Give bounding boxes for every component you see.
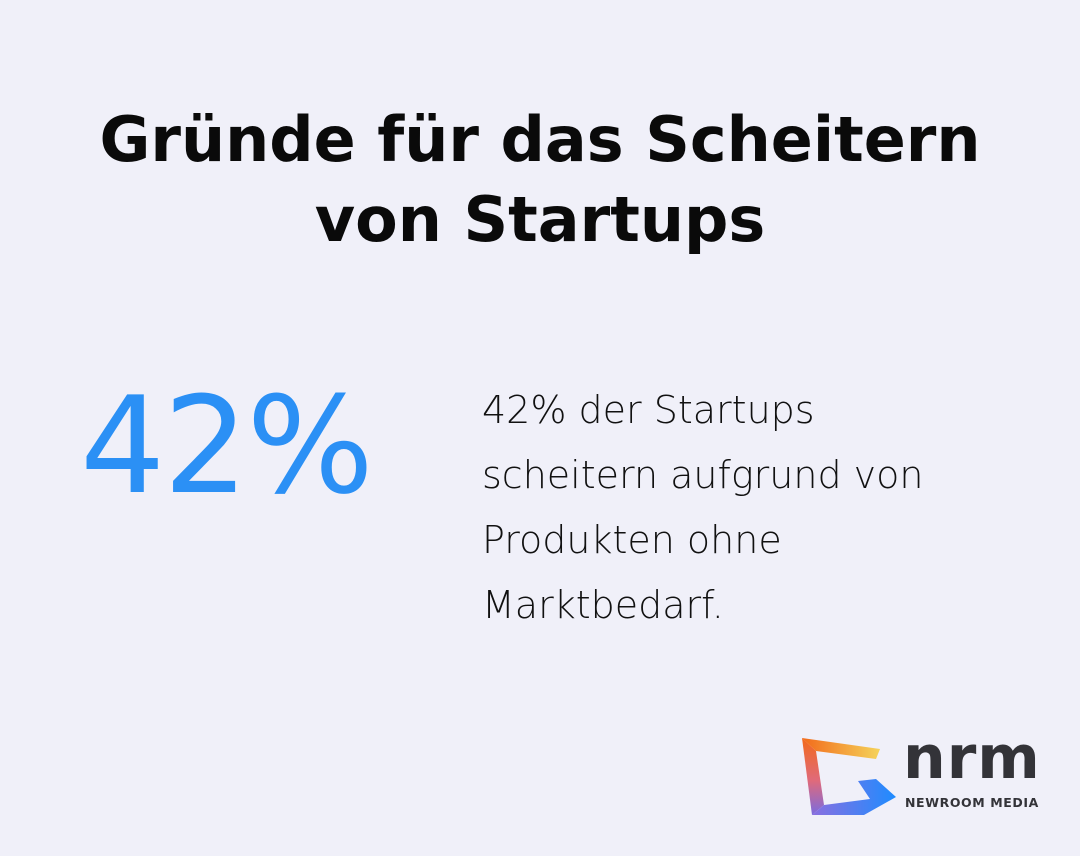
description-line: scheitern aufgrund von [482,453,924,497]
title-line-1: Gründe für das Scheitern [99,103,981,176]
title-line-2: von Startups [314,183,766,256]
description-line: 42% der Startups [482,388,815,432]
page-title: Gründe für das Scheitern von Startups [0,100,1080,260]
stat-description: 42% der Startups scheitern aufgrund von … [482,378,1022,638]
stat-value: 42% [80,368,374,524]
logo-wordmark: nrm [903,723,1041,793]
nrm-gradient-bracket-icon [802,738,896,815]
description-line: Marktbedarf. [482,583,724,627]
logo-subtitle: NEWROOM MEDIA [905,795,1039,810]
description-line: Produkten ohne [482,518,782,562]
brand-logo: nrm NEWROOM MEDIA [800,723,1050,820]
